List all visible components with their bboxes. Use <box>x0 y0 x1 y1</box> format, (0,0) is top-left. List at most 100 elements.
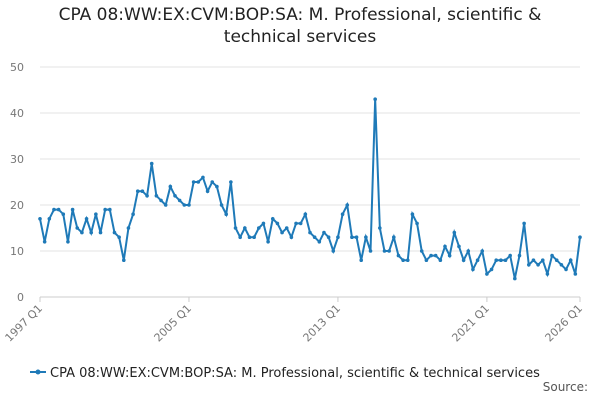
data-point <box>382 249 387 253</box>
y-tick-label: 10 <box>10 245 24 258</box>
data-point <box>545 272 550 276</box>
legend-label: CPA 08:WW:EX:CVM:BOP:SA: M. Professional… <box>50 366 540 381</box>
data-point <box>429 253 433 258</box>
data-point <box>80 230 84 235</box>
y-tick-label: 50 <box>10 61 24 74</box>
data-point <box>489 267 494 272</box>
data-point <box>140 189 145 193</box>
data-point <box>387 249 391 253</box>
data-point <box>443 244 447 249</box>
data-point <box>559 263 564 267</box>
data-point <box>243 226 247 230</box>
data-point <box>364 235 368 239</box>
data-point <box>424 258 429 263</box>
data-point <box>405 258 410 263</box>
data-point <box>121 258 126 263</box>
data-point <box>485 272 489 276</box>
data-point <box>187 203 191 207</box>
data-point <box>103 207 107 212</box>
data-point <box>280 230 284 235</box>
data-point <box>475 258 480 263</box>
chart-title: CPA 08:WW:EX:CVM:BOP:SA: M. Professional… <box>58 5 542 47</box>
data-point <box>396 253 401 258</box>
data-point <box>229 180 233 184</box>
data-point <box>135 189 140 193</box>
data-point <box>108 207 112 212</box>
data-point <box>391 235 396 239</box>
data-point <box>438 258 443 263</box>
data-point <box>210 180 215 184</box>
data-point <box>499 258 503 263</box>
data-point <box>415 221 419 226</box>
data-point <box>117 235 121 239</box>
data-point <box>378 226 382 230</box>
data-point <box>480 249 485 253</box>
data-point <box>303 212 308 216</box>
y-tick-label: 20 <box>10 199 24 212</box>
data-point <box>70 207 75 212</box>
data-point <box>513 276 517 281</box>
data-point <box>503 258 508 263</box>
data-point <box>359 258 364 263</box>
data-point <box>52 207 56 212</box>
data-point <box>350 235 354 239</box>
data-point <box>266 240 270 244</box>
data-point <box>247 235 252 239</box>
data-point <box>201 175 205 180</box>
data-point <box>564 267 568 272</box>
data-point <box>340 212 345 216</box>
data-point <box>42 240 47 244</box>
data-point <box>312 235 317 239</box>
data-point <box>163 203 168 207</box>
data-point <box>66 240 70 244</box>
source: Source: <box>543 380 588 394</box>
data-point <box>177 198 182 203</box>
data-point <box>517 253 522 258</box>
data-point <box>284 226 289 230</box>
data-point <box>317 240 322 244</box>
data-point <box>540 258 545 263</box>
data-point <box>270 217 275 221</box>
y-tick-label: 40 <box>10 107 24 120</box>
data-point <box>345 203 350 207</box>
data-point <box>168 184 173 189</box>
data-point <box>331 249 336 253</box>
data-point <box>294 221 298 226</box>
data-point <box>173 194 177 198</box>
data-point <box>38 217 42 221</box>
data-point <box>224 212 229 216</box>
x-tick-label: 2026 Q1 <box>543 302 586 345</box>
data-point <box>154 194 159 198</box>
data-point <box>145 194 149 198</box>
legend-marker <box>35 369 41 375</box>
data-point <box>531 258 536 263</box>
data-point <box>149 161 154 166</box>
data-point <box>568 258 573 263</box>
x-tick-label: 2005 Q1 <box>152 302 195 345</box>
data-point <box>447 253 452 258</box>
data-point <box>126 226 131 230</box>
x-tick-label: 2013 Q1 <box>301 302 344 345</box>
data-point <box>89 230 94 235</box>
data-point <box>410 212 415 216</box>
series-line <box>39 99 581 279</box>
data-point <box>419 249 424 253</box>
data-point <box>182 203 187 207</box>
data-point <box>578 235 582 239</box>
data-point <box>573 272 578 276</box>
y-tick-label: 30 <box>10 153 24 166</box>
data-point <box>452 230 457 235</box>
data-point <box>508 253 512 258</box>
data-point <box>56 207 61 212</box>
data-point <box>461 258 466 263</box>
data-point <box>326 235 331 239</box>
data-point <box>466 249 471 253</box>
data-point <box>322 230 326 235</box>
data-point <box>368 249 373 253</box>
data-point <box>47 217 52 221</box>
data-point <box>159 198 163 203</box>
data-point <box>75 226 80 230</box>
data-point <box>205 189 210 193</box>
data-point <box>256 226 261 230</box>
